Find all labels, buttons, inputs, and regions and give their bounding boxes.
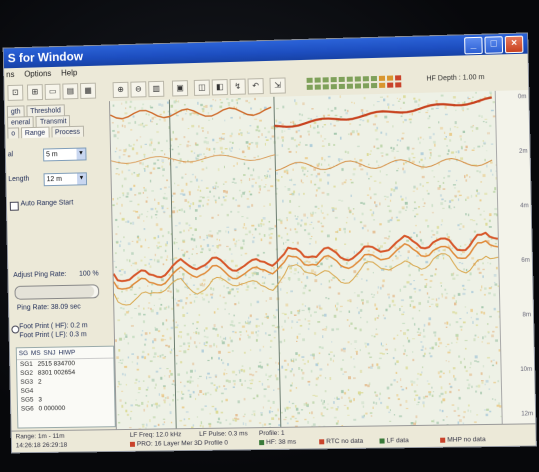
interval-label: al [7,151,14,159]
profile-status: Profile: 1 [258,429,285,438]
interval-value: 5 m [46,151,58,159]
depth-tick: 6m [521,257,530,264]
status-dot-icon [319,439,325,445]
auto-range-checkbox[interactable] [9,201,19,211]
zoom-out-icon[interactable]: ⊖ [130,81,147,98]
tab-length[interactable]: gth [6,105,25,117]
menu-item-tools[interactable]: ns [6,70,15,80]
undo-icon[interactable]: ↶ [247,78,264,95]
hf-status: HF: 38 ms [259,439,296,446]
bottom-echo [113,232,499,281]
ping-rate-readout: Ping Rate: 38.09 sec [16,303,81,312]
list-item: SG6 0 000000 [20,405,66,413]
zoom-in-icon[interactable]: ⊕ [112,81,129,99]
tab-sg[interactable]: SG [18,350,29,358]
open-icon[interactable]: ⊡ [7,84,24,101]
tab-snj[interactable]: SNJ [43,349,56,357]
tab-ms[interactable]: MS [30,349,41,357]
bottom-echo [113,241,499,290]
depth-tick: 8m [522,312,532,319]
tab-range[interactable]: Range [20,126,50,139]
status-dot-icon [440,437,446,443]
time-status: 14:26:18 26:29:18 [15,441,68,450]
chevron-down-icon: ▼ [76,148,86,160]
save-icon[interactable]: ⊞ [26,84,43,101]
tab-info[interactable]: o [7,127,20,139]
echogram-divider [273,96,282,427]
split-icon[interactable]: ◫ [193,79,211,96]
depth-tick: 2m [519,148,528,155]
minimize-button[interactable]: _ [464,36,483,55]
lf-pulse-status: LF Pulse: 0.3 ms [199,430,248,438]
mhp-status: MHP no data [440,436,486,444]
record-icon[interactable]: ▤ [62,83,79,100]
status-dot-icon [379,438,385,444]
footprint-radio[interactable] [11,325,20,334]
application-window: S for Window _ □ × ns Options Help ⊡ ⊞ ▭… [2,32,537,454]
footprint-lf: Foot Print ( LF): 0.3 m [19,331,87,340]
mid-layer-echo [111,154,276,165]
mid-layer-echo [275,158,492,171]
control-panel: gth Threshold eneral Transmit o Range Pr… [4,101,117,431]
tab-transmit[interactable]: Transmit [35,115,71,127]
auto-range-label: Auto Range Start [20,199,74,208]
print-icon[interactable]: ▭ [44,83,61,100]
echogram-noise [112,91,502,430]
profile-desc-status: PRO: 16 Layer Mer 3D Profile 0 [129,440,228,448]
status-dot-icon [259,439,265,445]
tab-hiwp[interactable]: HIWP [58,349,76,357]
menu-item-options[interactable]: Options [24,69,52,79]
length-value: 12 m [46,175,62,184]
length-label: Length [8,175,30,184]
surface-echo [274,97,492,127]
hf-depth-readout: HF Depth : 1.00 m [426,74,485,83]
window-title: S for Window [7,49,84,66]
view-icon[interactable]: ◧ [211,79,228,96]
depth-scale: 0m 2m 4m 6m 8m 10m 12m [494,89,537,424]
interval-select[interactable]: 5 m ▼ [43,147,87,162]
depth-tick: 0m [517,94,527,101]
tab-general[interactable]: eneral [7,116,35,128]
adjust-ping-value: 100 % [78,270,99,278]
echogram-display[interactable] [109,90,502,430]
menu-item-help[interactable]: Help [61,68,78,78]
lf-data-status: LF data [379,437,409,444]
ping-rate-slider[interactable] [14,284,100,300]
range-status: Range: 1m - 11m [15,432,65,441]
length-select[interactable]: 12 m ▼ [43,172,88,187]
depth-tick: 4m [520,203,529,210]
stop-icon[interactable]: ▦ [80,82,97,99]
layout-icon[interactable]: ▣ [171,80,189,97]
settings-tabs: gth Threshold eneral Transmit o Range Pr… [5,103,110,139]
rtc-status: RTC no data [319,438,363,446]
adjust-ping-label: Adjust Ping Rate: [13,271,67,280]
lf-freq-status: LF Freq: 12.0 kHz [129,431,182,439]
chevron-down-icon: ▼ [76,173,87,185]
status-dot-icon [129,441,135,447]
tab-process[interactable]: Process [50,125,84,138]
depth-tick: 12m [521,411,534,418]
footprint-hf: Foot Print ( HF): 0.2 m [19,322,88,331]
sensor-values-box: SG MS SNJ HIWP SG1 2515 834700 SG2 8301 00… [15,345,116,429]
marker-icon[interactable]: ↯ [229,78,246,95]
depth-tick: 10m [520,366,533,374]
close-button[interactable]: × [504,35,524,54]
signal-level-meter-bottom [306,82,402,90]
ping-rate-slider-fill [15,285,95,299]
export-icon[interactable]: ⇲ [269,77,286,94]
maximize-button[interactable]: □ [484,36,504,54]
sub-bottom-echo [113,252,499,305]
echogram-canvas [110,91,502,430]
grid-icon[interactable]: ▥ [148,80,165,98]
